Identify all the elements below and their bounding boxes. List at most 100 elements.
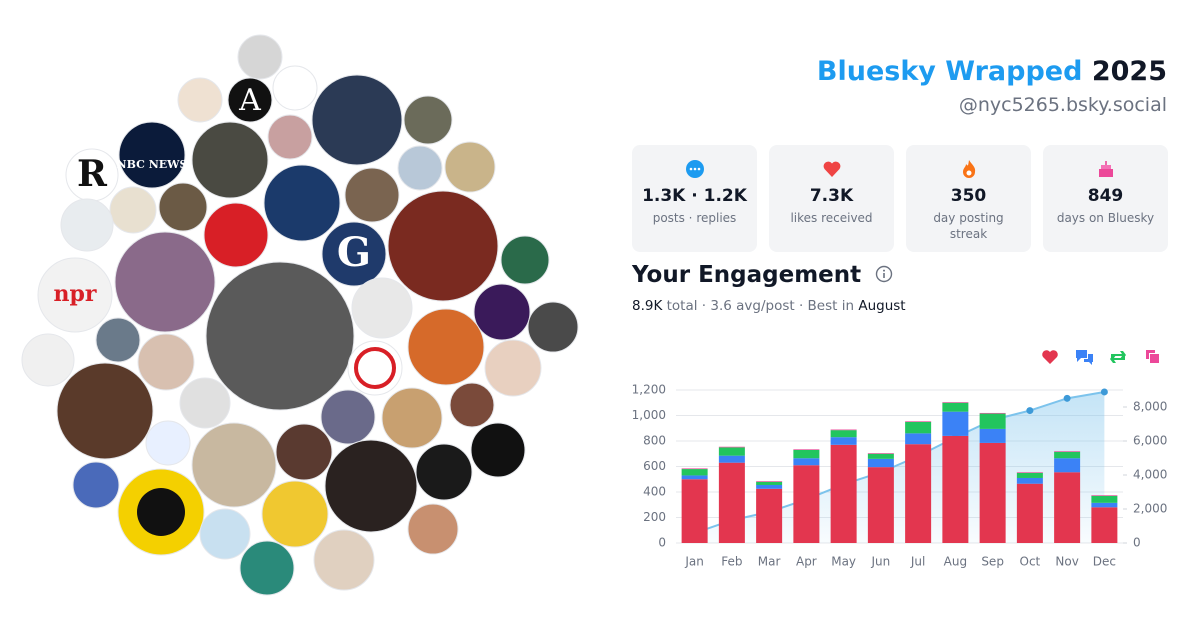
bar-segment	[942, 411, 969, 436]
x-tick-label: Oct	[1020, 555, 1041, 569]
legend-icon[interactable]	[1076, 350, 1093, 365]
y-tick-label: 400	[643, 485, 666, 499]
line-point	[1026, 407, 1034, 415]
handle: @nyc5265.bsky.social	[958, 94, 1167, 116]
summary-total: 8.9K	[632, 298, 663, 314]
bar-segment	[1016, 483, 1043, 543]
stat-label: day posting streak	[933, 211, 1004, 241]
legend-icon[interactable]	[1146, 350, 1159, 363]
area	[694, 391, 1105, 543]
x-tick-label: Jun	[871, 555, 891, 569]
y-tick-label: 0	[658, 536, 666, 550]
stat-card: 7.3K likes received	[769, 145, 894, 252]
legend-icon[interactable]	[1042, 350, 1058, 364]
avatar	[407, 308, 485, 386]
avatar-text: NBC NEWS	[117, 158, 188, 171]
avatar	[484, 339, 542, 397]
stat-label: days on Bluesky	[1056, 211, 1155, 225]
avatar	[37, 257, 113, 333]
bar-segment	[1091, 495, 1118, 503]
bar-segment	[867, 467, 894, 543]
x-tick-label: Jul	[910, 555, 925, 569]
bar-segment	[1054, 472, 1081, 543]
bar-segment	[718, 446, 745, 448]
y-tick-label: 600	[643, 459, 666, 473]
avatar-detail	[137, 488, 185, 536]
avatar	[387, 190, 499, 302]
bar-segment	[979, 442, 1006, 543]
bar-segment	[979, 412, 1006, 414]
avatar-text: A	[238, 83, 261, 118]
x-tick-label: Jan	[684, 555, 704, 569]
avatar	[199, 508, 251, 560]
bar-segment	[1016, 472, 1043, 478]
stat-label: likes received	[790, 211, 873, 225]
avatar-text: G	[337, 229, 371, 276]
stat-card: 1.3K · 1.2K posts · replies	[632, 145, 757, 252]
section-title-text: Your Engagement	[632, 262, 862, 288]
bar-segment	[1091, 495, 1118, 496]
avatar	[263, 164, 341, 242]
stat-card: 849 days on Bluesky	[1043, 145, 1168, 252]
y2-tick-label: 8,000	[1133, 400, 1167, 414]
avatar	[397, 145, 443, 191]
avatar	[324, 439, 418, 533]
bar-segment	[793, 449, 820, 459]
icon	[823, 161, 840, 177]
line-point	[1100, 388, 1108, 396]
legend-icon[interactable]	[1110, 351, 1126, 363]
avatar	[272, 65, 318, 111]
avatar	[449, 382, 495, 428]
avatar	[145, 420, 191, 466]
bar-segment	[1054, 451, 1081, 459]
brand: Bluesky Wrapped	[816, 56, 1083, 87]
avatar	[191, 422, 277, 508]
bar-segment	[905, 444, 932, 543]
avatar	[109, 186, 157, 234]
bar-segment	[830, 444, 857, 543]
avatar	[179, 377, 231, 429]
stat-value: 1.3K · 1.2K	[642, 186, 747, 206]
stat-card: 350 day posting streak	[906, 145, 1031, 252]
bar-segment	[793, 449, 820, 450]
bar-segment	[718, 462, 745, 543]
avatar	[114, 231, 216, 333]
avatar	[275, 423, 333, 481]
bar-segment	[1016, 477, 1043, 484]
bar-segment	[867, 458, 894, 468]
bar-segment	[867, 453, 894, 454]
bar-segment	[1054, 458, 1081, 473]
bar-segment	[718, 447, 745, 456]
bar-segment	[979, 413, 1006, 429]
stat-value: 350	[950, 186, 987, 206]
bar-segment	[793, 458, 820, 466]
x-tick-label: May	[831, 555, 856, 569]
x-tick-label: Mar	[758, 555, 781, 569]
avatar	[56, 362, 154, 460]
info-icon[interactable]	[875, 265, 893, 283]
avatar-text: npr	[54, 281, 97, 307]
bar-segment	[1091, 507, 1118, 543]
bar-segment	[979, 428, 1006, 443]
bar-segment	[942, 402, 969, 412]
avatar	[407, 503, 459, 555]
x-tick-label: Apr	[796, 555, 817, 569]
avatar	[261, 480, 329, 548]
bar-segment	[1091, 502, 1118, 508]
icon	[685, 160, 704, 178]
avatar	[21, 333, 75, 387]
icon	[962, 160, 975, 178]
stat-value: 7.3K	[809, 186, 854, 206]
summary-best: August	[858, 298, 906, 314]
avatar	[237, 34, 283, 80]
avatar	[311, 74, 403, 166]
avatar	[500, 235, 550, 285]
bar-segment	[756, 488, 783, 543]
bar-segment	[718, 455, 745, 463]
avatar	[177, 77, 223, 123]
avatar	[381, 387, 443, 449]
avatar	[351, 277, 413, 339]
avatar	[118, 121, 186, 189]
